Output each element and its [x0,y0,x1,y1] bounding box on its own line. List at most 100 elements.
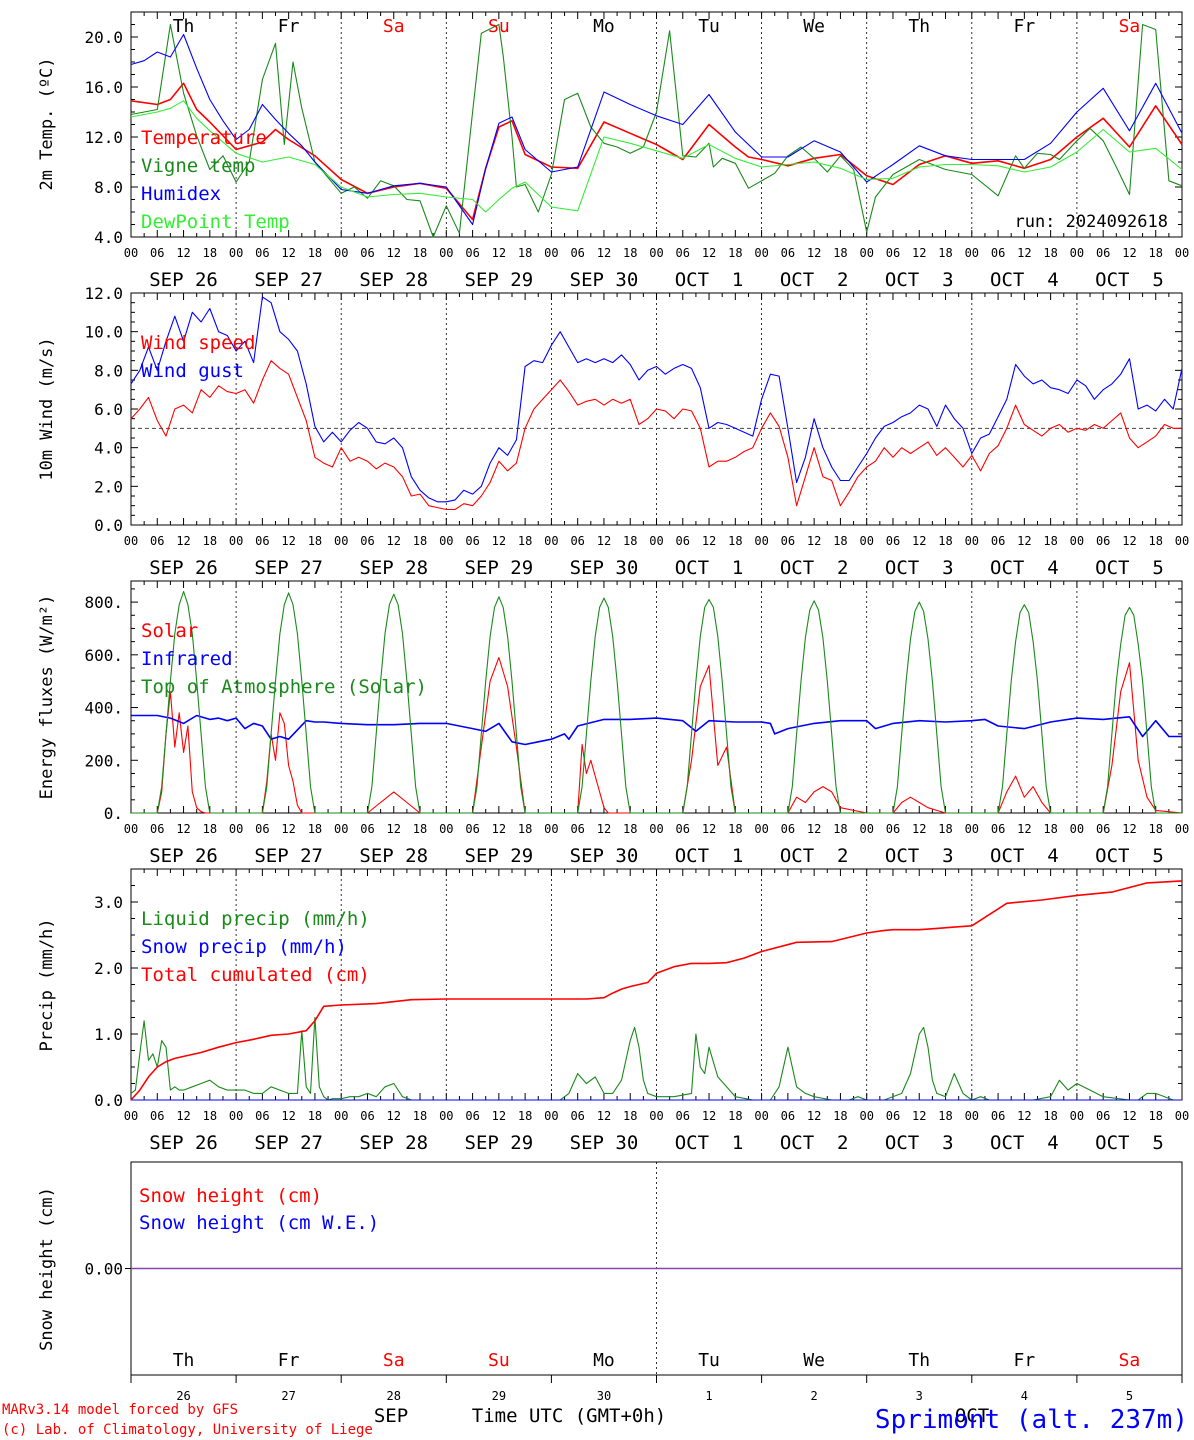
hour-tick-label: 00 [1070,534,1084,548]
day-number-label: 1 [705,1389,712,1403]
y-tick-label: 10.0 [84,323,123,342]
y-tick-label: 20.0 [84,28,123,47]
hour-tick-label: 06 [991,246,1005,260]
hour-tick-label: 00 [1070,1109,1084,1123]
date-label: OCT 2 [780,557,849,579]
hour-tick-label: 18 [728,1109,742,1123]
day-name-label: Mo [593,1350,615,1371]
hour-tick-label: 00 [1175,822,1189,836]
hour-tick-label: 06 [150,246,164,260]
hour-tick-label: 06 [886,246,900,260]
date-label: OCT 3 [885,269,954,291]
hour-tick-label: 06 [360,822,374,836]
hour-tick-label: 06 [781,534,795,548]
hour-tick-label: 18 [518,534,532,548]
day-number-label: 26 [176,1389,190,1403]
y-tick-label: 2.0 [94,477,123,496]
hour-tick-label: 06 [991,534,1005,548]
hour-tick-label: 18 [1148,1109,1162,1123]
hour-tick-label: 18 [1043,534,1057,548]
date-label: OCT 1 [675,845,744,867]
day-number-label: 4 [1021,1389,1028,1403]
series-line [130,100,1183,213]
date-label: SEP 26 [149,845,218,867]
hour-tick-label: 18 [728,246,742,260]
y-tick-label: 200. [84,751,123,770]
day-name-label: Su [488,16,510,37]
hour-tick-label: 18 [833,534,847,548]
panel-snow: 0.00 Snow height (cm) Snow height (cm) Snow… [37,1161,1183,1403]
hour-tick-label: 06 [570,1109,584,1123]
hour-tick-label: 18 [203,822,217,836]
hour-tick-label: 06 [991,822,1005,836]
day-name-label: Sa [1119,1350,1141,1371]
hour-tick-label: 12 [807,1109,821,1123]
hour-tick-label: 06 [255,1109,269,1123]
day-name-label: Tu [698,1350,720,1371]
legend-entry: Vigne temp [141,155,255,177]
hour-tick-label: 18 [623,1109,637,1123]
hour-tick-label: 06 [1096,246,1110,260]
hour-tick-label: 12 [702,534,716,548]
hour-tick-label: 00 [1175,1109,1189,1123]
hour-tick-label: 12 [1122,822,1136,836]
date-label: SEP 29 [465,1132,534,1154]
hour-tick-label: 12 [807,246,821,260]
hour-tick-label: 00 [965,822,979,836]
hour-tick-label: 12 [597,822,611,836]
hour-tick-label: 06 [465,246,479,260]
hour-tick-label: 00 [1070,246,1084,260]
date-label: SEP 29 [465,269,534,291]
date-label: OCT 1 [675,269,744,291]
run-annotation: run: 2024092618 [1014,212,1168,232]
hour-tick-label: 12 [912,822,926,836]
day-name-label: Sa [383,1350,405,1371]
y-tick-label: 0.00 [84,1260,123,1279]
hour-tick-label: 06 [150,822,164,836]
date-label: OCT 2 [780,269,849,291]
hour-tick-label: 00 [859,534,873,548]
hour-tick-label: 18 [1148,534,1162,548]
y-tick-label: 0. [104,804,123,823]
legend-entry: Snow height (cm W.E.) [139,1212,379,1234]
date-label: OCT 5 [1095,557,1164,579]
y-tick-label: 12.0 [84,284,123,303]
panel-energy: 0. 200. 400. 600. 800. Energy fluxes (W/m²) So… [37,580,1189,867]
hour-tick-label: 06 [465,822,479,836]
hour-tick-label: 12 [597,246,611,260]
y-tick-label: 3.0 [94,893,123,912]
hour-tick-label: 00 [439,822,453,836]
hour-tick-label: 06 [781,246,795,260]
hour-tick-label: 06 [781,1109,795,1123]
hour-tick-label: 00 [544,246,558,260]
hour-tick-label: 00 [754,246,768,260]
hour-tick-label: 00 [754,1109,768,1123]
hour-tick-label: 00 [229,534,243,548]
hour-tick-label: 18 [728,534,742,548]
hour-tick-label: 00 [544,1109,558,1123]
hour-tick-label: 18 [938,534,952,548]
hour-tick-label: 12 [492,1109,506,1123]
hour-tick-label: 18 [938,822,952,836]
y-tick-label: 1.0 [94,1025,123,1044]
hour-tick-label: 06 [781,822,795,836]
date-label: SEP 28 [359,845,428,867]
day-name-label: We [803,1350,825,1371]
date-label: OCT 4 [990,557,1059,579]
hour-tick-label: 06 [676,822,690,836]
hour-tick-label: 12 [281,822,295,836]
series-line [130,23,1183,238]
hour-tick-label: 18 [413,1109,427,1123]
hour-tick-label: 18 [518,822,532,836]
copyright-credit: (c) Lab. of Climatology, University of L… [2,1422,373,1438]
y-axis-label: Precip (mm/h) [37,918,57,1051]
hour-tick-label: 06 [1096,1109,1110,1123]
hour-tick-label: 00 [649,822,663,836]
hour-tick-label: 00 [334,534,348,548]
hour-tick-label: 18 [623,534,637,548]
legend-entry: Wind speed [141,332,255,354]
hour-tick-label: 18 [1043,246,1057,260]
hour-tick-label: 12 [281,246,295,260]
hour-tick-label: 06 [676,534,690,548]
date-label: SEP 29 [465,845,534,867]
